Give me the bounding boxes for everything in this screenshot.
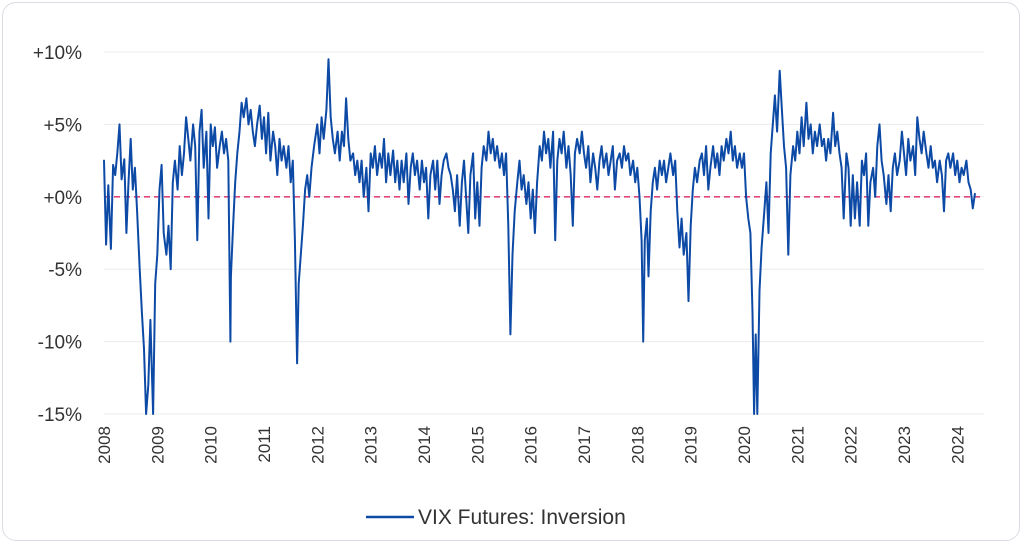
x-tick-label: 2019 xyxy=(682,426,701,464)
x-tick-label: 2008 xyxy=(95,426,114,464)
y-tick-label: -5% xyxy=(48,260,82,281)
x-tick-label: 2010 xyxy=(202,426,221,464)
legend: VIX Futures: Inversion xyxy=(366,506,626,529)
x-tick-label: 2015 xyxy=(468,426,487,464)
x-tick-label: 2009 xyxy=(148,426,167,464)
x-tick-label: 2022 xyxy=(842,426,861,464)
x-tick-label: 2013 xyxy=(362,426,381,464)
gridlines xyxy=(104,51,984,415)
x-tick-label: 2023 xyxy=(895,426,914,464)
series-line xyxy=(103,58,976,415)
x-tick-label: 2021 xyxy=(788,426,807,464)
x-tick-label: 2018 xyxy=(628,426,647,464)
x-tick-label: 2014 xyxy=(415,426,434,464)
legend-label: VIX Futures: Inversion xyxy=(418,506,626,529)
y-tick-label: +0% xyxy=(43,188,82,209)
y-tick-label: +10% xyxy=(33,43,82,64)
x-axis-ticks: 2008 2009 2010 2011 2012 2013 2014 2015 2016 2017… xyxy=(95,426,967,464)
x-tick-label: 2011 xyxy=(255,426,274,463)
y-tick-label: -10% xyxy=(38,333,82,354)
x-tick-label: 2016 xyxy=(522,426,541,464)
y-tick-label: +5% xyxy=(43,115,82,136)
x-tick-label: 2024 xyxy=(948,426,967,464)
x-tick-label: 2020 xyxy=(735,426,754,464)
series-group xyxy=(103,58,976,415)
y-tick-label: -15% xyxy=(38,405,82,426)
x-tick-label: 2017 xyxy=(575,426,594,464)
y-axis-ticks: +10% +5% +0% -5% -10% -15% xyxy=(33,43,82,426)
x-tick-label: 2012 xyxy=(308,426,327,464)
